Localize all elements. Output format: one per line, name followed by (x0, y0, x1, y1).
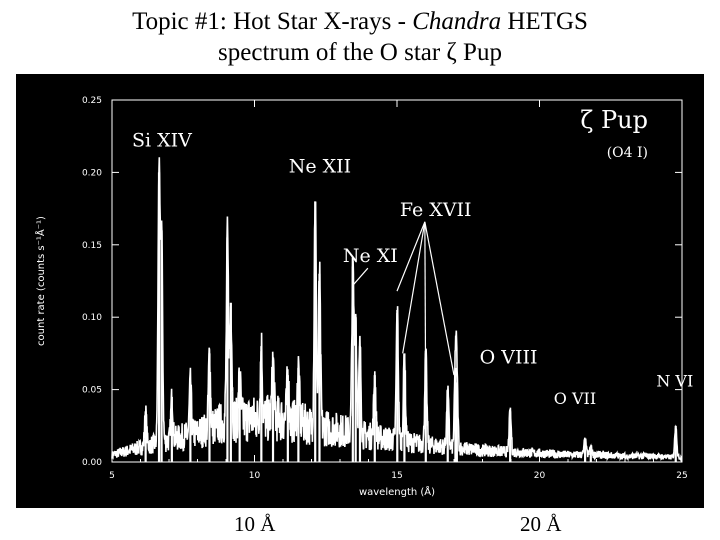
title-prefix: Topic #1: Hot Star X-rays - (132, 8, 413, 35)
y-tick-label: 0.10 (82, 313, 102, 323)
line-annotations: Si XIV Ne XII Fe XVII Ne XI O VIII O VII N VI (132, 129, 693, 408)
y-tick-label: 0.20 (82, 168, 102, 178)
spectral-type: (O4 I) (607, 145, 648, 161)
title-italic: Chandra (412, 8, 502, 35)
y-axis-label: count rate (counts s⁻¹Å⁻¹) (34, 216, 47, 346)
x-tick-label: 10 (249, 471, 261, 481)
ion-label: Si XIV (132, 129, 192, 151)
ion-label: O VII (554, 389, 596, 408)
bottom-label-20A: 20 Å (520, 512, 562, 536)
x-tick-label: 25 (676, 471, 687, 481)
ion-label: Ne XI (343, 245, 398, 267)
pointer-line (424, 221, 427, 361)
y-tick-label: 0.15 (82, 241, 102, 251)
ion-label: Ne XII (289, 155, 351, 177)
x-tick-label: 15 (391, 471, 402, 481)
x-tick-label: 20 (534, 471, 546, 481)
y-tick-label: 0.00 (82, 458, 102, 468)
title-line-1: Topic #1: Hot Star X-rays - Chandra HETG… (0, 6, 720, 37)
spectrum-plot: 5 10 15 20 25 0.00 0.05 0.10 0.15 0.20 0.25 wavelen… (16, 74, 704, 508)
bottom-label-10A: 10 Å (234, 512, 276, 536)
star-name: ζ Pup (580, 106, 648, 134)
pointer-line (424, 221, 455, 376)
pointer-line (396, 221, 426, 292)
ion-label: O VIII (480, 347, 538, 369)
spectrum-trace (111, 157, 683, 463)
spectrum-svg: 5 10 15 20 25 0.00 0.05 0.10 0.15 0.20 0.25 wavelen… (34, 96, 693, 498)
y-tick-label: 0.25 (82, 96, 102, 106)
pointer-line (402, 221, 426, 354)
y-tick-label: 0.05 (82, 386, 102, 396)
pointer-line (352, 267, 369, 286)
slide-title: Topic #1: Hot Star X-rays - Chandra HETG… (0, 6, 720, 68)
ion-label: Fe XVII (400, 199, 472, 221)
title-line-2: spectrum of the O star ζ Pup (218, 39, 502, 66)
ion-label: N VI (656, 372, 693, 391)
x-tick-label: 5 (109, 471, 115, 481)
title-suffix: HETGS (501, 8, 588, 35)
x-axis-label: wavelength (Å) (359, 485, 435, 498)
